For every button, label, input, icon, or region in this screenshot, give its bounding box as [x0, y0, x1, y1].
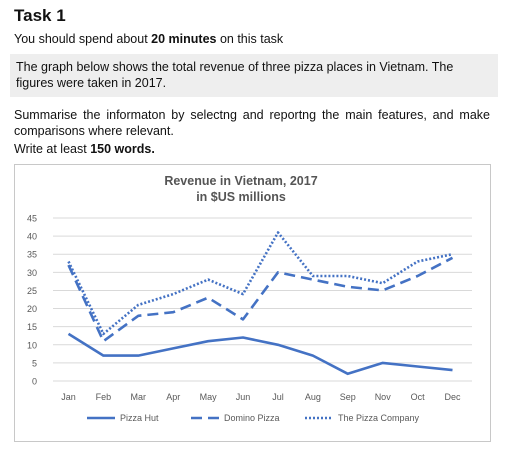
prompt-box: The graph below shows the total revenue … — [10, 54, 498, 97]
summary-instruction: Summarise the informaton by selectng and… — [14, 108, 490, 138]
time-suffix: on this task — [216, 32, 284, 46]
x-tick-label: Mar — [131, 392, 147, 402]
write-bold: 150 words. — [90, 142, 155, 156]
x-tick-label: May — [200, 392, 218, 402]
series-line-pizza-hut — [67, 332, 453, 376]
revenue-line-chart: Revenue in Vietnam, 2017 in $US millions… — [27, 174, 472, 423]
write-prefix: Write at least — [14, 142, 91, 156]
time-prefix: You should spend about — [14, 32, 152, 46]
chart-title-line2: in $US millions — [196, 190, 286, 204]
x-tick-label: Aug — [305, 392, 321, 402]
x-tick-label: Apr — [166, 392, 180, 402]
x-tick-label: Oct — [411, 392, 426, 402]
y-tick-label: 25 — [27, 286, 37, 296]
y-tick-label: 20 — [27, 304, 37, 314]
legend-label: Pizza Hut — [120, 413, 159, 423]
task-title: Task 1 — [14, 6, 66, 25]
y-tick-label: 0 — [32, 377, 37, 387]
word-count-instruction: Write at least 150 words. — [14, 142, 155, 156]
chart-title-line1: Revenue in Vietnam, 2017 — [164, 174, 317, 188]
series-line-the-pizza-company — [67, 231, 453, 336]
time-instruction: You should spend about 20 minutes on thi… — [14, 32, 283, 46]
y-tick-label: 30 — [27, 268, 37, 278]
time-bold: 20 minutes — [151, 32, 217, 46]
x-tick-label: Jul — [272, 392, 284, 402]
y-tick-label: 35 — [27, 250, 37, 260]
x-tick-label: Jan — [61, 392, 76, 402]
x-tick-label: Jun — [236, 392, 251, 402]
x-tick-label: Feb — [96, 392, 112, 402]
chart-legend: Pizza Hut Domino Pizza The Pizza Company — [87, 413, 420, 423]
series-line-domino-pizza — [67, 256, 454, 343]
y-tick-label: 45 — [27, 214, 37, 224]
x-tick-label: Dec — [445, 392, 462, 402]
x-tick-label: Sep — [340, 392, 356, 402]
y-tick-label: 10 — [27, 340, 37, 350]
x-tick-label: Nov — [375, 392, 392, 402]
chart-frame: Revenue in Vietnam, 2017 in $US millions… — [14, 164, 491, 442]
x-axis-ticks: Jan Feb Mar Apr May Jun Jul Aug Sep Nov Oct Dec — [61, 392, 461, 402]
legend-label: The Pizza Company — [338, 413, 420, 423]
y-tick-label: 40 — [27, 232, 37, 242]
y-tick-label: 15 — [27, 322, 37, 332]
chart-series — [67, 231, 454, 376]
legend-label: Domino Pizza — [224, 413, 280, 423]
y-tick-label: 5 — [32, 358, 37, 368]
y-axis-ticks: 0 5 10 15 20 25 30 35 40 45 — [27, 214, 37, 387]
